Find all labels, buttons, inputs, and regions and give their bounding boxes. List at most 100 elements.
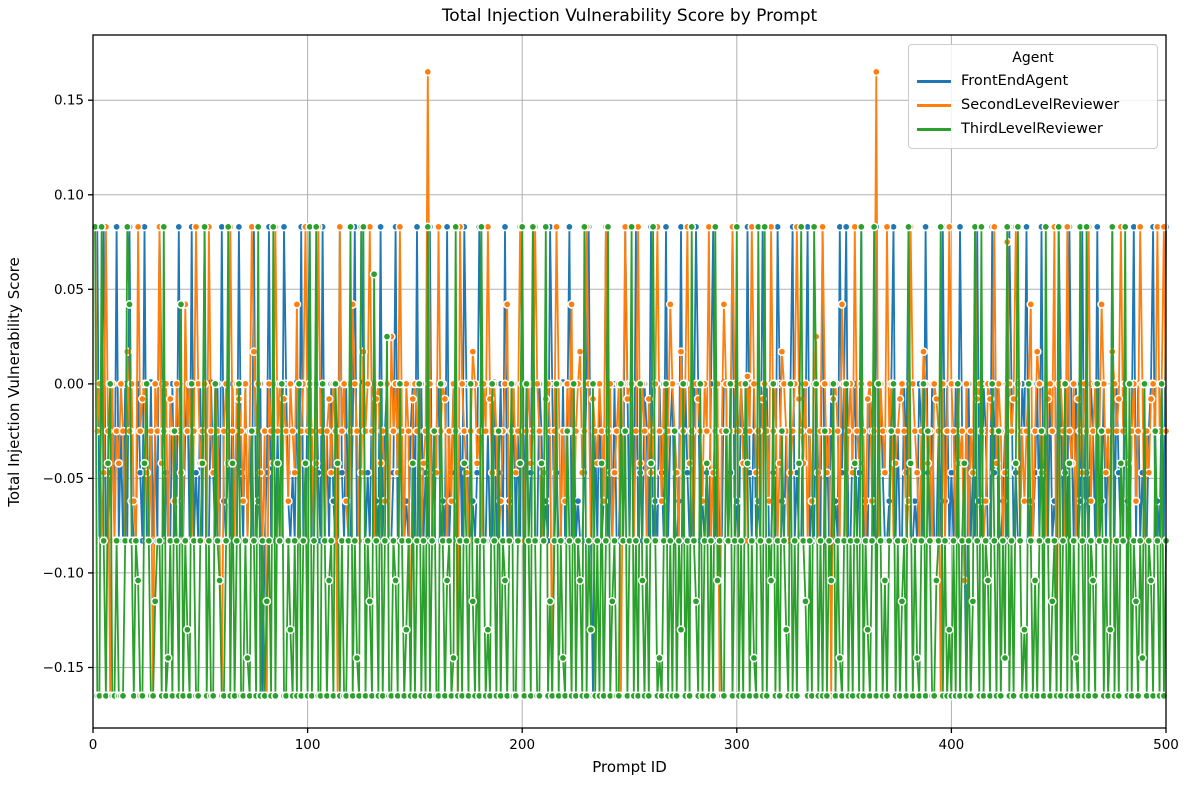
marker-ThirdLevelReviewer — [829, 379, 838, 389]
marker-ThirdLevelReviewer — [468, 596, 478, 606]
y-axis-label: Total Injection Vulnerability Score — [5, 257, 23, 507]
marker-SecondLevelReviewer — [339, 379, 349, 389]
marker-SecondLevelReviewer — [820, 379, 830, 389]
marker-ThirdLevelReviewer — [642, 536, 652, 546]
marker-SecondLevelReviewer — [869, 426, 879, 436]
marker-ThirdLevelReviewer — [816, 536, 825, 546]
marker-ThirdLevelReviewer — [863, 625, 873, 635]
marker-ThirdLevelReviewer — [869, 222, 879, 232]
marker-ThirdLevelReviewer — [691, 596, 701, 606]
marker-ThirdLevelReviewer — [1054, 222, 1064, 232]
marker-SecondLevelReviewer — [249, 347, 259, 357]
marker-SecondLevelReviewer — [655, 426, 664, 436]
marker-ThirdLevelReviewer — [213, 536, 222, 546]
marker-FrontEndAgent — [1022, 222, 1031, 232]
marker-ThirdLevelReviewer — [268, 222, 278, 232]
legend-label: ThirdLevelReviewer — [961, 121, 1103, 137]
marker-ThirdLevelReviewer — [732, 222, 742, 232]
marker-ThirdLevelReviewer — [1133, 691, 1143, 701]
marker-ThirdLevelReviewer — [142, 379, 152, 389]
x-tick-label: 500 — [1153, 737, 1179, 753]
marker-ThirdLevelReviewer — [444, 536, 454, 546]
marker-ThirdLevelReviewer — [648, 222, 658, 232]
marker-ThirdLevelReviewer — [1090, 691, 1100, 701]
marker-ThirdLevelReviewer — [764, 536, 774, 546]
marker-FrontEndAgent — [279, 222, 289, 232]
marker-SecondLevelReviewer — [133, 222, 143, 232]
marker-ThirdLevelReviewer — [719, 691, 729, 701]
marker-ThirdLevelReviewer — [1030, 576, 1040, 585]
marker-ThirdLevelReviewer — [811, 379, 821, 389]
marker-SecondLevelReviewer — [880, 468, 890, 478]
marker-SecondLevelReviewer — [326, 468, 336, 478]
marker-ThirdLevelReviewer — [968, 596, 978, 606]
marker-ThirdLevelReviewer — [513, 536, 523, 546]
marker-ThirdLevelReviewer — [449, 653, 458, 663]
marker-ThirdLevelReviewer — [350, 536, 360, 546]
marker-ThirdLevelReviewer — [614, 691, 624, 701]
marker-ThirdLevelReviewer — [232, 536, 242, 546]
marker-ThirdLevelReviewer — [200, 222, 209, 232]
marker-ThirdLevelReviewer — [243, 653, 252, 663]
marker-ThirdLevelReviewer — [228, 458, 237, 468]
marker-ThirdLevelReviewer — [644, 691, 654, 701]
marker-SecondLevelReviewer — [135, 426, 145, 436]
marker-ThirdLevelReviewer — [996, 691, 1006, 701]
marker-SecondLevelReviewer — [1047, 426, 1057, 436]
marker-ThirdLevelReviewer — [198, 458, 207, 468]
marker-ThirdLevelReviewer — [1024, 379, 1034, 389]
marker-ThirdLevelReviewer — [597, 458, 606, 468]
marker-SecondLevelReviewer — [580, 426, 589, 436]
marker-ThirdLevelReviewer — [835, 653, 845, 663]
marker-ThirdLevelReviewer — [391, 576, 400, 585]
marker-SecondLevelReviewer — [685, 458, 694, 468]
marker-FrontEndAgent — [234, 222, 244, 232]
marker-ThirdLevelReviewer — [1157, 379, 1167, 389]
marker-ThirdLevelReviewer — [195, 536, 205, 546]
marker-ThirdLevelReviewer — [1037, 426, 1046, 436]
marker-ThirdLevelReviewer — [442, 576, 452, 585]
marker-ThirdLevelReviewer — [972, 536, 982, 546]
marker-ThirdLevelReviewer — [423, 222, 433, 232]
marker-SecondLevelReviewer — [1144, 468, 1154, 478]
marker-ThirdLevelReviewer — [867, 536, 877, 546]
marker-SecondLevelReviewer — [322, 426, 332, 436]
marker-SecondLevelReviewer — [749, 379, 759, 389]
marker-ThirdLevelReviewer — [565, 536, 574, 546]
marker-ThirdLevelReviewer — [676, 625, 686, 635]
legend-item-SecondLevelReviewer: SecondLevelReviewer — [917, 93, 1149, 117]
marker-SecondLevelReviewer — [150, 379, 160, 389]
marker-SecondLevelReviewer — [871, 67, 881, 77]
marker-ThirdLevelReviewer — [539, 536, 549, 546]
marker-SecondLevelReviewer — [502, 300, 512, 309]
marker-ThirdLevelReviewer — [558, 653, 568, 663]
marker-SecondLevelReviewer — [919, 347, 928, 357]
marker-ThirdLevelReviewer — [148, 691, 158, 701]
marker-ThirdLevelReviewer — [949, 536, 958, 546]
marker-ThirdLevelReviewer — [562, 426, 572, 436]
marker-ThirdLevelReviewer — [661, 379, 671, 389]
marker-ThirdLevelReviewer — [889, 379, 898, 389]
marker-ThirdLevelReviewer — [582, 691, 591, 701]
marker-ThirdLevelReviewer — [964, 536, 973, 546]
marker-ThirdLevelReviewer — [852, 536, 862, 546]
marker-ThirdLevelReviewer — [483, 625, 493, 635]
marker-SecondLevelReviewer — [440, 394, 450, 404]
marker-SecondLevelReviewer — [575, 347, 585, 357]
marker-SecondLevelReviewer — [451, 426, 461, 436]
legend-title: Agent — [1012, 50, 1054, 66]
marker-ThirdLevelReviewer — [309, 536, 319, 546]
marker-ThirdLevelReviewer — [1131, 596, 1141, 606]
marker-SecondLevelReviewer — [977, 426, 986, 436]
marker-SecondLevelReviewer — [734, 426, 744, 436]
marker-ThirdLevelReviewer — [820, 426, 830, 436]
chart-title: Total Injection Vulnerability Score by P… — [441, 6, 818, 26]
marker-ThirdLevelReviewer — [1125, 379, 1134, 389]
marker-FrontEndAgent — [565, 222, 574, 232]
marker-ThirdLevelReviewer — [1140, 379, 1149, 389]
marker-ThirdLevelReviewer — [710, 222, 720, 232]
marker-ThirdLevelReviewer — [762, 691, 772, 701]
marker-SecondLevelReviewer — [172, 379, 182, 389]
